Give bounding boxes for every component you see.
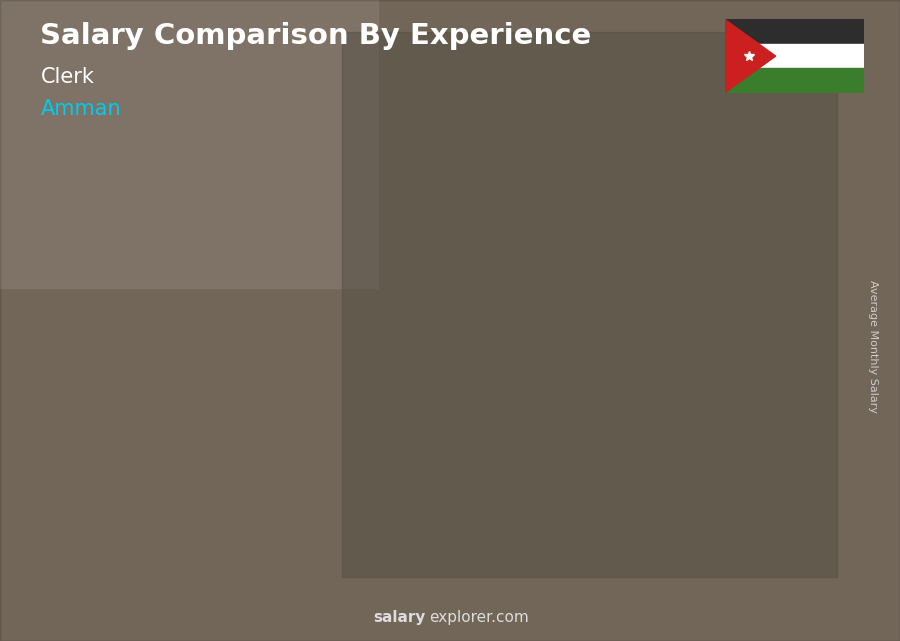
Text: salary: salary xyxy=(374,610,426,625)
Bar xyxy=(670,209,680,564)
Text: +28%: +28% xyxy=(154,308,212,326)
FancyBboxPatch shape xyxy=(670,209,746,564)
Polygon shape xyxy=(303,289,392,313)
Polygon shape xyxy=(624,206,636,564)
FancyArrowPatch shape xyxy=(386,222,464,283)
Polygon shape xyxy=(724,19,776,93)
FancyArrowPatch shape xyxy=(142,351,220,392)
Text: 670 JOD: 670 JOD xyxy=(320,273,374,286)
FancyBboxPatch shape xyxy=(182,385,257,564)
Bar xyxy=(724,44,864,69)
Bar xyxy=(724,69,864,93)
Bar xyxy=(548,231,558,564)
Polygon shape xyxy=(59,397,148,422)
Bar xyxy=(59,422,69,564)
Text: Average Monthly Salary: Average Monthly Salary xyxy=(868,279,878,413)
Polygon shape xyxy=(380,289,392,564)
Polygon shape xyxy=(746,184,759,564)
Polygon shape xyxy=(501,229,514,564)
Text: explorer.com: explorer.com xyxy=(429,610,529,625)
Polygon shape xyxy=(548,206,636,231)
FancyBboxPatch shape xyxy=(426,254,501,564)
Bar xyxy=(182,385,192,564)
Text: 950 JOD: 950 JOD xyxy=(688,168,742,181)
Text: +38%: +38% xyxy=(276,237,335,254)
FancyBboxPatch shape xyxy=(548,231,624,564)
FancyArrowPatch shape xyxy=(264,283,342,354)
Text: 480 JOD: 480 JOD xyxy=(199,344,252,357)
Polygon shape xyxy=(257,360,269,564)
Text: 890 JOD: 890 JOD xyxy=(565,190,619,204)
Text: +24%: +24% xyxy=(399,177,457,195)
FancyArrowPatch shape xyxy=(509,196,587,224)
Bar xyxy=(724,19,864,44)
Polygon shape xyxy=(426,229,514,254)
FancyBboxPatch shape xyxy=(59,422,135,564)
Text: Amman: Amman xyxy=(40,99,122,119)
Text: Clerk: Clerk xyxy=(40,67,94,87)
Text: 830 JOD: 830 JOD xyxy=(443,213,497,226)
Bar xyxy=(303,313,313,564)
Text: +7%: +7% xyxy=(527,154,572,172)
Text: Salary Comparison By Experience: Salary Comparison By Experience xyxy=(40,22,592,51)
Polygon shape xyxy=(670,184,759,209)
Text: +7%: +7% xyxy=(650,132,695,150)
Polygon shape xyxy=(135,397,148,564)
Bar xyxy=(0,0,378,288)
FancyArrowPatch shape xyxy=(632,173,709,201)
Text: 380 JOD: 380 JOD xyxy=(76,381,130,394)
Bar xyxy=(426,254,436,564)
Bar xyxy=(342,32,837,577)
Polygon shape xyxy=(182,360,269,385)
FancyBboxPatch shape xyxy=(303,313,380,564)
